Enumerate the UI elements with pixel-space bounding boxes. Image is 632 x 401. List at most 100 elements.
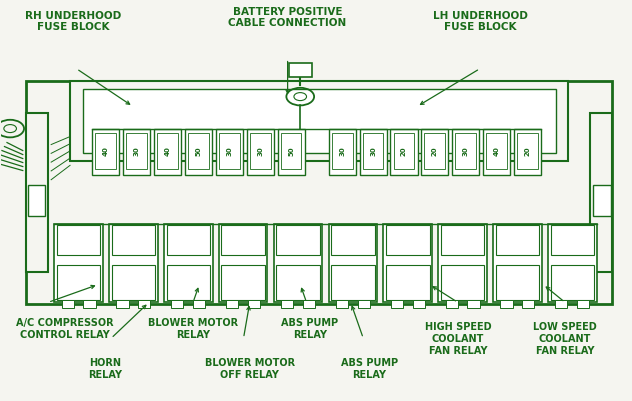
Bar (138, 300, 150, 308)
Text: 30: 30 (257, 147, 263, 156)
Bar (483, 129, 510, 174)
Bar (167, 225, 210, 255)
Bar (386, 265, 430, 300)
Bar (391, 300, 403, 308)
Bar (386, 225, 430, 255)
Text: ABS PUMP
RELAY: ABS PUMP RELAY (281, 318, 338, 340)
Bar (439, 225, 487, 302)
Bar (164, 225, 212, 302)
Bar (331, 265, 375, 300)
Bar (281, 133, 301, 168)
Bar (453, 129, 479, 174)
Bar (550, 265, 594, 300)
Bar (441, 225, 484, 255)
Bar (57, 265, 100, 300)
Bar (336, 300, 348, 308)
Bar (363, 133, 384, 168)
Bar (360, 129, 387, 174)
Bar (246, 129, 274, 174)
Bar (54, 225, 103, 302)
Bar (522, 300, 535, 308)
Text: BATTERY POSITIVE
CABLE CONNECTION: BATTERY POSITIVE CABLE CONNECTION (229, 7, 347, 28)
Bar (185, 129, 212, 174)
Text: LH UNDERHOOD
FUSE BLOCK: LH UNDERHOOD FUSE BLOCK (432, 11, 527, 32)
Bar (157, 133, 178, 168)
Text: HORN
RELAY: HORN RELAY (88, 358, 122, 380)
Bar (281, 300, 293, 308)
Bar (219, 225, 267, 302)
Bar (28, 184, 46, 217)
Bar (92, 129, 119, 174)
Bar (216, 129, 243, 174)
Bar (112, 225, 155, 255)
Bar (446, 300, 458, 308)
Bar (493, 225, 542, 302)
Bar (495, 225, 539, 255)
Bar (70, 81, 568, 160)
Bar (83, 300, 95, 308)
Bar (219, 133, 240, 168)
Bar (277, 129, 305, 174)
Text: 30: 30 (463, 147, 469, 156)
Bar (167, 265, 210, 300)
Text: 40: 40 (164, 147, 171, 156)
Bar (193, 300, 205, 308)
Bar (226, 300, 238, 308)
Bar (57, 225, 100, 255)
Bar (116, 300, 128, 308)
Bar (188, 133, 209, 168)
Bar (221, 265, 265, 300)
Text: HIGH SPEED
COOLANT
FAN RELAY: HIGH SPEED COOLANT FAN RELAY (425, 322, 491, 356)
Bar (548, 225, 597, 302)
Text: 30: 30 (226, 147, 233, 156)
Bar (486, 133, 507, 168)
Bar (123, 129, 150, 174)
Bar (248, 300, 260, 308)
Text: 40: 40 (494, 147, 500, 156)
Bar (26, 113, 48, 272)
Bar (332, 133, 353, 168)
Text: 20: 20 (525, 147, 531, 156)
Bar (456, 133, 476, 168)
Text: 30: 30 (133, 147, 140, 156)
Bar (394, 133, 415, 168)
Text: BLOWER MOTOR
RELAY: BLOWER MOTOR RELAY (148, 318, 238, 340)
Bar (391, 129, 418, 174)
Bar (593, 184, 611, 217)
Text: 50: 50 (288, 147, 294, 156)
Text: LOW SPEED
COOLANT
FAN RELAY: LOW SPEED COOLANT FAN RELAY (533, 322, 597, 356)
Bar (83, 89, 556, 152)
Bar (126, 133, 147, 168)
Bar (112, 265, 155, 300)
Bar (495, 265, 539, 300)
Bar (171, 300, 183, 308)
Bar (26, 81, 612, 304)
Text: 20: 20 (401, 147, 407, 156)
Bar (61, 300, 74, 308)
Text: BLOWER MOTOR
OFF RELAY: BLOWER MOTOR OFF RELAY (205, 358, 295, 380)
Bar (221, 225, 265, 255)
Bar (577, 300, 589, 308)
Bar (95, 133, 116, 168)
Bar (441, 265, 484, 300)
Text: A/C COMPRESSOR
CONTROL RELAY: A/C COMPRESSOR CONTROL RELAY (16, 318, 114, 340)
Bar (468, 300, 480, 308)
Bar (422, 129, 449, 174)
Text: 50: 50 (195, 147, 202, 156)
Text: 30: 30 (339, 147, 345, 156)
Bar (303, 300, 315, 308)
Bar (425, 133, 446, 168)
Bar (329, 225, 377, 302)
Bar (501, 300, 513, 308)
Bar (590, 113, 612, 272)
Bar (331, 225, 375, 255)
Text: 40: 40 (102, 147, 109, 156)
Bar (276, 265, 320, 300)
Bar (109, 225, 158, 302)
Bar (250, 133, 270, 168)
Bar (358, 300, 370, 308)
Bar (550, 225, 594, 255)
Bar (517, 133, 538, 168)
Bar (413, 300, 425, 308)
Bar (329, 129, 356, 174)
